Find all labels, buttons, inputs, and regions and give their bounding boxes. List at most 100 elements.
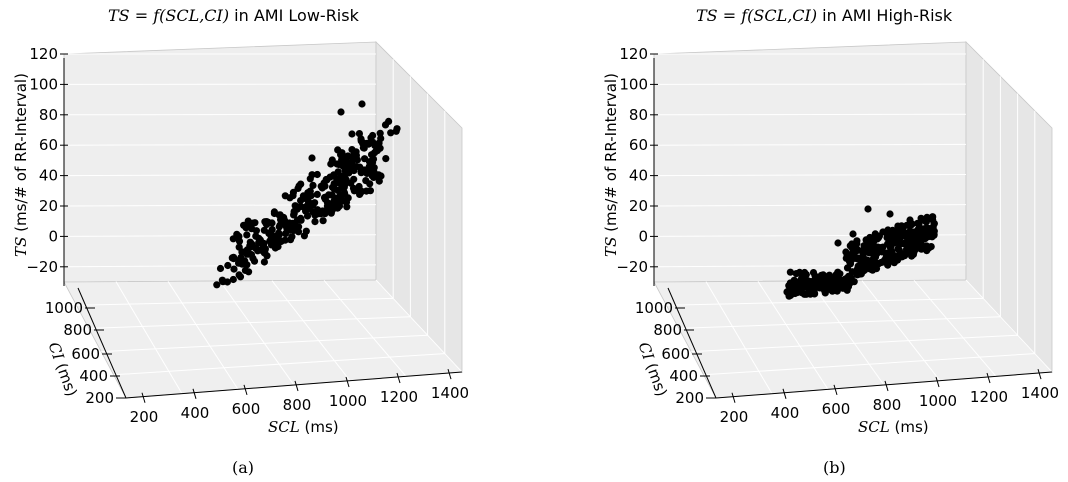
data-point bbox=[849, 230, 857, 238]
data-point bbox=[313, 206, 322, 214]
data-point bbox=[252, 232, 260, 240]
x-tick bbox=[396, 372, 401, 384]
x-tick-label: 1200 bbox=[380, 388, 418, 406]
data-point bbox=[311, 211, 319, 219]
data-point bbox=[246, 238, 254, 246]
data-point bbox=[869, 266, 877, 274]
data-point bbox=[279, 217, 287, 225]
data-point bbox=[883, 229, 891, 237]
data-point bbox=[362, 177, 370, 185]
gridline bbox=[219, 280, 295, 386]
data-point bbox=[898, 222, 906, 230]
data-point bbox=[853, 254, 861, 262]
data-point bbox=[297, 216, 305, 224]
data-point bbox=[308, 154, 316, 162]
x-tick-label: 600 bbox=[822, 400, 851, 418]
data-point bbox=[903, 233, 911, 241]
data-point bbox=[264, 219, 272, 227]
x-tick bbox=[884, 380, 889, 392]
y-tick-label: 600 bbox=[71, 345, 100, 363]
x-axis-label-math: SCL bbox=[858, 418, 890, 436]
y-tick-label: 400 bbox=[669, 367, 698, 385]
data-point bbox=[275, 223, 283, 231]
z-tick-label: 120 bbox=[619, 45, 648, 63]
data-point bbox=[823, 285, 832, 293]
data-point bbox=[285, 226, 293, 234]
z-tick-label: 100 bbox=[29, 75, 58, 93]
data-point bbox=[230, 265, 238, 273]
chart-panel-b: TS = f(SCL,CI) in AMI High-Risk −20 0 20 40… bbox=[590, 0, 1068, 482]
gridline bbox=[757, 281, 829, 390]
data-point bbox=[348, 158, 356, 166]
gridline bbox=[703, 353, 1035, 376]
data-point bbox=[337, 183, 346, 192]
data-point bbox=[843, 264, 852, 272]
figure-caption: (b) bbox=[823, 458, 846, 477]
data-point bbox=[900, 239, 908, 247]
gridlines bbox=[63, 53, 463, 394]
x-axis-line bbox=[125, 371, 463, 399]
data-point bbox=[235, 237, 244, 245]
data-point bbox=[289, 188, 297, 196]
data-point bbox=[903, 221, 911, 229]
z-tick-label: 100 bbox=[619, 75, 648, 93]
data-point bbox=[906, 216, 914, 224]
x-tick bbox=[1037, 368, 1042, 380]
data-point bbox=[393, 125, 401, 133]
gridline bbox=[691, 334, 1018, 353]
z-tick-label: −20 bbox=[26, 258, 58, 276]
x-tick-label: 800 bbox=[873, 396, 902, 414]
x-axis-label: SCL (ms) bbox=[268, 418, 339, 436]
data-point bbox=[321, 193, 329, 201]
gridline bbox=[115, 281, 183, 394]
z-axis-label-math: TS bbox=[602, 237, 620, 257]
data-point bbox=[251, 219, 259, 227]
gridline bbox=[88, 316, 411, 329]
y-tick-label: 1000 bbox=[635, 299, 673, 317]
z-tick-label: 40 bbox=[629, 167, 648, 185]
gridlines bbox=[653, 53, 1053, 394]
gridline bbox=[63, 174, 377, 177]
data-point bbox=[333, 160, 341, 168]
z-tick-label: 120 bbox=[29, 45, 58, 63]
data-point bbox=[334, 168, 342, 176]
data-point bbox=[888, 248, 896, 256]
data-point bbox=[925, 244, 933, 252]
data-point bbox=[273, 233, 282, 241]
figure-caption: (a) bbox=[232, 458, 255, 477]
y-tick-label: 200 bbox=[85, 389, 114, 407]
data-point bbox=[886, 210, 894, 218]
data-point bbox=[871, 230, 879, 238]
data-point bbox=[916, 239, 924, 248]
data-point bbox=[825, 271, 833, 279]
z-axis-label-math: TS bbox=[12, 237, 30, 257]
data-point bbox=[800, 290, 808, 298]
x-tick bbox=[345, 376, 350, 388]
data-point bbox=[365, 162, 373, 171]
chart-title-text: in AMI Low-Risk bbox=[229, 6, 359, 25]
x-axis-label-math: SCL bbox=[268, 418, 300, 436]
data-point bbox=[328, 191, 336, 199]
z-tick-label: 0 bbox=[638, 227, 648, 245]
data-point bbox=[337, 108, 345, 116]
chart-title-text: in AMI High-Risk bbox=[817, 6, 953, 25]
data-point bbox=[244, 250, 253, 258]
gridline bbox=[323, 280, 407, 377]
x-tick bbox=[294, 380, 299, 392]
chart-title: TS = f(SCL,CI) in AMI High-Risk bbox=[696, 6, 952, 25]
z-tick-label: 20 bbox=[39, 197, 58, 215]
data-point bbox=[303, 212, 312, 220]
x-tick bbox=[986, 372, 991, 384]
data-point bbox=[387, 129, 395, 137]
data-point bbox=[339, 190, 347, 198]
x-tick-label: 800 bbox=[283, 396, 312, 414]
data-point bbox=[233, 230, 241, 238]
x-tick-label: 200 bbox=[130, 408, 159, 426]
data-point bbox=[792, 278, 800, 286]
data-point bbox=[327, 160, 335, 168]
gridline bbox=[705, 281, 773, 394]
z-axis-label-text: (ms/# of RR-Interval) bbox=[12, 73, 30, 237]
gridline bbox=[653, 204, 967, 207]
data-point bbox=[844, 272, 853, 280]
data-point bbox=[216, 264, 225, 273]
